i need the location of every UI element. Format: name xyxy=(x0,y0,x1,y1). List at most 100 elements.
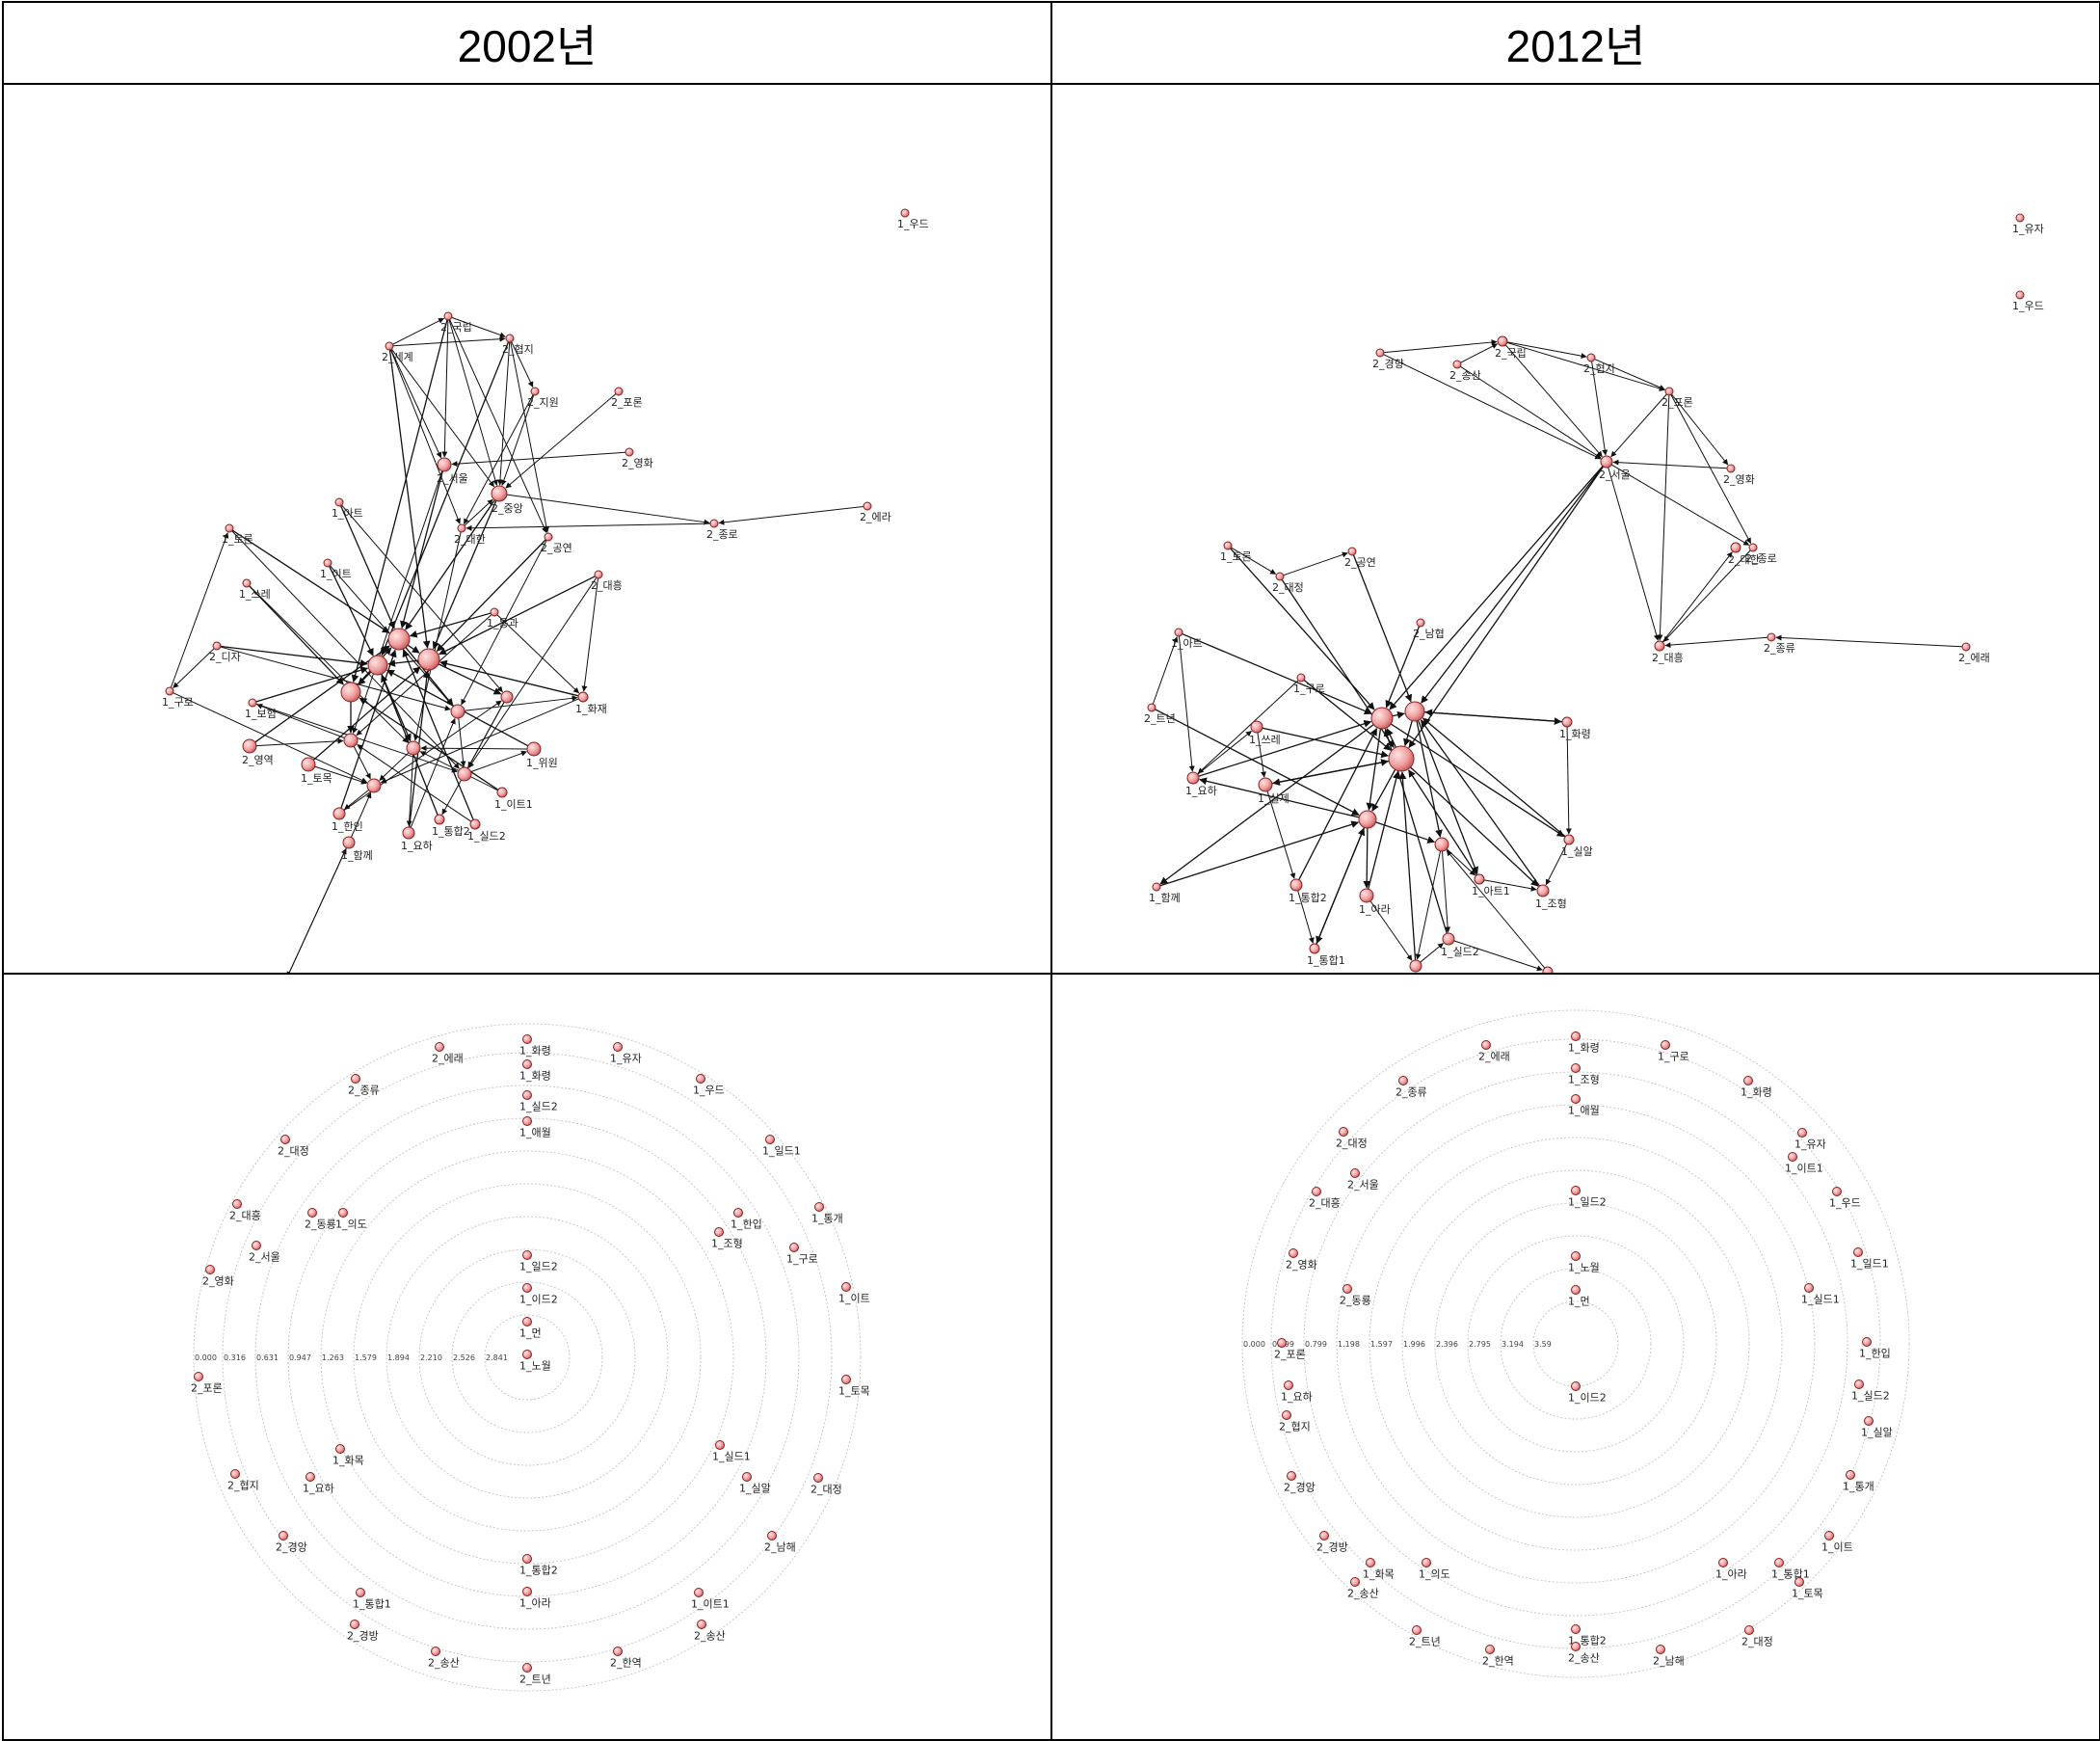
net2012-node-label: 1_실제 xyxy=(1258,792,1289,805)
net2002-edge-49 xyxy=(438,663,502,695)
net2012-node-label: 2_송산 xyxy=(1449,369,1481,382)
net2012-edge-49 xyxy=(1416,720,1443,838)
radial2012-scale-label: 0.799 xyxy=(1305,1340,1327,1349)
radial2012-node-label: 1_한입 xyxy=(1859,1348,1891,1360)
radial2012-node-1-우드-12: 1_우드 xyxy=(1829,1187,1861,1210)
radial2002-ring-9 xyxy=(484,1314,571,1401)
radial2012-node-1-이트1-9: 1_이트1 xyxy=(1785,1152,1823,1175)
radial2012-scale-label: 2.396 xyxy=(1436,1340,1458,1349)
net2012-edge-46 xyxy=(1371,769,1396,812)
net2002-edge-23 xyxy=(231,529,390,633)
net2002-node-label: 2_에라 xyxy=(860,511,891,523)
radial2002-node-1-한입-13: 1_한입 xyxy=(731,1208,762,1231)
radial2002-node-label: 1_화령 xyxy=(519,1070,551,1083)
radial2012-node-label: 1_이트 xyxy=(1821,1541,1853,1554)
radial2012-node-1-이트-30: 1_이트 xyxy=(1821,1531,1853,1554)
net2002-edge-14 xyxy=(465,522,711,531)
net2002-edge-28 xyxy=(220,645,368,667)
net2012-node-1-화령-21: 1_화령 xyxy=(1559,716,1591,740)
net2002-edge-6 xyxy=(390,348,495,488)
net2012-edge-13 xyxy=(1610,464,1750,546)
net2002-edge-34 xyxy=(254,645,390,743)
net2002-node-label: 1_보험 xyxy=(245,708,277,720)
radial2002-node-1-의도-12: 1_의도 xyxy=(335,1208,367,1231)
radial2002-node-2-협지-28: 2_협지 xyxy=(227,1469,259,1492)
radial2002-scale-label: 0.316 xyxy=(224,1353,246,1362)
radial2002-node-1-일드2-18: 1_일드2 xyxy=(519,1250,558,1273)
net2012-node-label: 1_실드2 xyxy=(1441,946,1479,958)
net2002-edge-50 xyxy=(381,673,412,742)
net2012-edge-70 xyxy=(1390,723,1565,838)
radial2002-node-1-화령-3: 1_화령 xyxy=(519,1059,551,1083)
net2002-node-hub-42 xyxy=(366,778,382,793)
net2012-node-1-유자-0: 1_유자 xyxy=(2012,213,2044,235)
radial2002-node-1-통합1-35: 1_통합1 xyxy=(353,1588,391,1611)
net2012-node-label: 2_남협 xyxy=(1413,628,1445,640)
radial2012-node-label: 1_실드1 xyxy=(1801,1294,1840,1306)
net2002-edge-27 xyxy=(409,612,492,638)
net2012-node-label: 1_아트1 xyxy=(1472,885,1510,897)
net2002-node-1-우드-0: 1_우드 xyxy=(897,208,929,230)
net2012-node-1-아라-30: 1_아라 xyxy=(1359,888,1391,916)
radial2002-node-label: 1_먼 xyxy=(519,1327,542,1340)
net2012-node-1-쓰레-23: 1_쓰레 xyxy=(1249,720,1281,746)
radial2012-node-2-송산-42: 2_송산 xyxy=(1568,1642,1600,1665)
radial2002-node-1-구로-17: 1_구로 xyxy=(786,1243,818,1266)
radial2002-ring-7 xyxy=(418,1248,636,1466)
radial2002-node-label: 2_경방 xyxy=(347,1630,379,1643)
net2002-edge-17 xyxy=(510,341,549,533)
net2012-edge-43 xyxy=(1392,710,1405,719)
net2012-edge-64 xyxy=(1369,900,1413,961)
net2012-edge-26 xyxy=(1182,632,1372,715)
radial2012-node-label: 2_영화 xyxy=(1286,1259,1317,1272)
radial2002-node-1-통개-15: 1_통개 xyxy=(811,1202,843,1225)
radial2012-node-1-노월-16: 1_노월 xyxy=(1568,1251,1600,1274)
net2012-edge-9 xyxy=(1610,393,1667,458)
net2002-node-label: 1_위원 xyxy=(526,757,558,769)
radial2002-node-label: 2_한역 xyxy=(610,1657,642,1670)
net2002-node-label: 2_종로 xyxy=(706,528,738,541)
network-graph-2002: 1_우드 2_국립 2_세계 2_협지 2_지원 2_포론 2_영화 2_서울 2_중앙 2_종로… xyxy=(162,208,929,973)
net2002-edge-13 xyxy=(718,505,864,525)
net2002-node-label: 1_한인 xyxy=(332,820,363,833)
net2002-edge-29 xyxy=(170,532,229,688)
radial2002-node-label: 1_통합2 xyxy=(519,1565,558,1577)
net2012-edge-7 xyxy=(1504,344,1603,458)
net2012-node-hub-35 xyxy=(1370,707,1394,730)
net2002-edge-82 xyxy=(388,349,431,649)
net2002-edge-87 xyxy=(496,614,580,694)
net2002-node-hub-38 xyxy=(500,690,514,704)
net2002-node-2-서울-7: 2_서울 xyxy=(437,457,468,485)
net2002-edge-83 xyxy=(351,319,448,683)
radial2012-scale-label: 1.597 xyxy=(1370,1340,1393,1349)
radial2002-scale-label: 2.210 xyxy=(420,1353,442,1362)
radial2012-node-2-포론-20: 2_포론 xyxy=(1274,1338,1306,1361)
net2002-node-label: 2_디자 xyxy=(209,651,241,663)
net2002-edge-33 xyxy=(439,659,579,697)
net2002-edge-60 xyxy=(406,754,414,827)
radial2012-node-1-유자-8: 1_유자 xyxy=(1794,1128,1826,1151)
radial2002-node-label: 1_화령 xyxy=(519,1045,551,1058)
net2002-edge-1 xyxy=(392,335,506,347)
radial2002-node-1-토목-25: 1_토목 xyxy=(838,1375,870,1398)
net2002-node-hub-34 xyxy=(417,648,440,671)
net2002-edge-19 xyxy=(405,499,495,630)
net2002-node-hub-37 xyxy=(450,704,465,719)
radial2002-node-2-동룡-11: 2_동룡 xyxy=(305,1208,336,1231)
net2002-node-label: 2_영화 xyxy=(622,457,653,469)
net2012-node-2-에래-13: 2_에래 xyxy=(1958,642,1990,664)
radial2012-node-2-대정-38: 2_대정 xyxy=(1741,1625,1773,1648)
net2002-node-1-통합2-28: 1_통합2 xyxy=(432,814,470,838)
net2012-edge-15 xyxy=(1662,549,1751,643)
net2012-node-label: 1_요하 xyxy=(1185,784,1217,797)
radial2002-node-label: 2_송산 xyxy=(694,1630,726,1643)
net2002-edge-59 xyxy=(441,702,505,816)
radial2002-node-label: 1_애월 xyxy=(519,1127,551,1139)
radial2012-node-label: 1_화목 xyxy=(1363,1568,1395,1581)
net2002-node-label: 1_토목 xyxy=(301,772,332,785)
radial2012-node-label: 1_조형 xyxy=(1568,1074,1600,1086)
radial2002-node-1-우드-5: 1_우드 xyxy=(693,1074,725,1097)
radial2002-node-label: 2_포론 xyxy=(191,1382,223,1395)
net2002-node-label: 1_화재 xyxy=(575,703,607,715)
